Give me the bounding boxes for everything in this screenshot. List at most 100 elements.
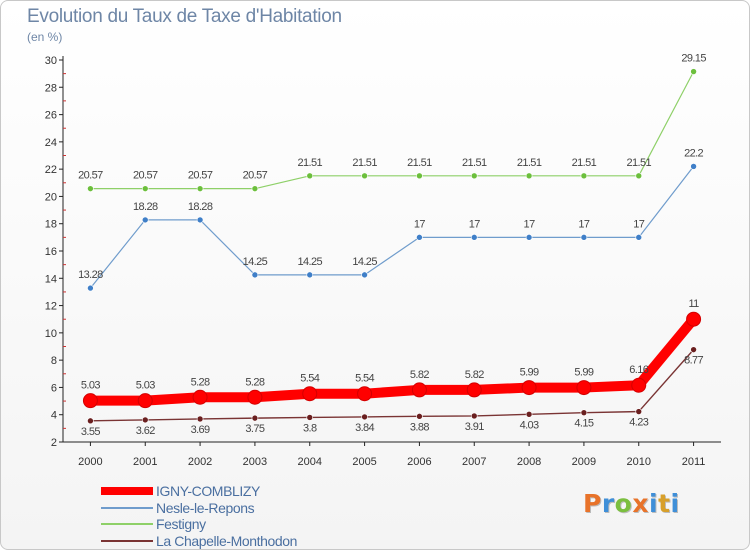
y-tick-label: 14: [45, 273, 57, 285]
y-tick-label: 28: [45, 82, 57, 94]
data-label: 5.28: [191, 376, 210, 388]
data-point: [635, 408, 643, 415]
data-point: [416, 413, 423, 420]
data-point: [251, 185, 259, 192]
legend-label: Festigny: [156, 516, 206, 532]
x-tick-label: 2009: [572, 456, 596, 468]
data-label: 22.2: [684, 147, 703, 159]
x-tick-label: 2000: [78, 456, 102, 468]
data-label: 5.82: [410, 369, 429, 381]
data-label: 4.03: [520, 419, 539, 431]
logo-letter: i: [649, 489, 659, 518]
data-point: [357, 386, 373, 402]
data-label: 21.51: [352, 157, 377, 169]
data-label: 3.75: [245, 423, 264, 435]
data-label: 3.55: [81, 426, 100, 438]
series-line-0: [85, 314, 699, 406]
data-label: 20.57: [133, 170, 158, 182]
legend-label: La Chapelle-Monthodon: [156, 532, 298, 549]
data-label: 17: [578, 218, 590, 230]
data-point: [635, 234, 643, 241]
data-point: [87, 185, 94, 192]
data-label: 3.84: [355, 422, 374, 434]
data-point: [196, 415, 204, 423]
y-tick-label: 18: [45, 219, 57, 231]
data-label: 5.03: [81, 380, 100, 392]
data-label: 14.25: [297, 256, 322, 268]
logo-letter: x: [632, 489, 649, 518]
legend-label: IGNY-COMBLIZY: [156, 483, 260, 499]
data-point: [82, 393, 98, 409]
data-point: [470, 412, 478, 420]
data-point: [411, 382, 427, 398]
data-label: 21.51: [462, 157, 487, 169]
data-label: 3.62: [136, 425, 155, 437]
data-point: [251, 271, 259, 279]
y-tick-label: 10: [45, 328, 57, 340]
y-tick-label: 30: [45, 55, 57, 67]
data-point: [196, 216, 204, 224]
proxiti-logo[interactable]: Proxiti: [583, 489, 680, 518]
data-label: 14.25: [243, 256, 268, 268]
y-axis-unit: (en %): [27, 30, 63, 44]
y-tick-label: 4: [51, 410, 57, 422]
x-tick-label: 2008: [517, 456, 541, 468]
series-line-1: [89, 165, 695, 289]
data-label: 17: [633, 218, 645, 230]
legend-swatch-nesle-le-repons: [101, 506, 153, 509]
data-point: [466, 382, 482, 398]
data-point: [635, 172, 643, 180]
x-tick-label: 2005: [352, 456, 376, 468]
data-point: [361, 413, 368, 421]
data-point: [690, 163, 697, 170]
logo-letter: o: [614, 489, 633, 518]
data-point: [196, 185, 204, 192]
data-point: [137, 393, 153, 409]
data-point: [690, 68, 697, 75]
x-tick-label: 2007: [462, 456, 486, 468]
data-label: 21.51: [626, 157, 651, 169]
legend-swatch-festigny: [101, 523, 153, 526]
y-tick-label: 8: [51, 355, 57, 367]
data-point: [631, 377, 647, 393]
y-tick-label: 20: [45, 191, 57, 203]
data-point: [302, 386, 318, 402]
data-point: [306, 271, 314, 279]
data-point: [247, 389, 263, 405]
x-tick-label: 2006: [407, 456, 431, 468]
data-point: [470, 234, 478, 241]
data-point: [580, 172, 588, 180]
data-label: 21.51: [407, 157, 432, 169]
data-point: [87, 417, 94, 425]
data-label: 21.51: [572, 157, 597, 169]
x-tick-label: 2003: [243, 456, 267, 468]
data-point: [580, 234, 588, 241]
data-label: 6.16: [629, 364, 648, 376]
data-point: [580, 409, 588, 416]
data-label: 29.15: [681, 53, 706, 65]
data-label: 3.8: [303, 422, 317, 434]
data-point: [141, 416, 149, 424]
data-point: [141, 216, 149, 224]
data-point: [87, 284, 94, 292]
y-tick-label: 22: [45, 164, 57, 176]
data-label: 20.57: [243, 170, 268, 182]
chart-title: Evolution du Taux de Taxe d'Habitation: [27, 6, 342, 27]
data-point: [306, 414, 314, 421]
data-label: 4.23: [629, 417, 648, 429]
y-tick-label: 6: [51, 382, 57, 394]
x-tick-label: 2002: [188, 456, 212, 468]
legend-swatch-la-chapelle-monthodon: [101, 539, 153, 542]
data-label: 18.28: [133, 201, 158, 213]
data-label: 20.57: [78, 170, 103, 182]
y-tick-label: 12: [45, 301, 57, 313]
y-tick-label: 16: [45, 246, 57, 258]
data-point: [470, 172, 478, 180]
data-point: [525, 172, 533, 180]
y-tick-label: 2: [51, 437, 57, 449]
data-label: 5.54: [355, 373, 374, 385]
x-tick-label: 2010: [627, 456, 651, 468]
x-tick-label: 2004: [298, 456, 322, 468]
data-label: 8.77: [684, 355, 703, 367]
